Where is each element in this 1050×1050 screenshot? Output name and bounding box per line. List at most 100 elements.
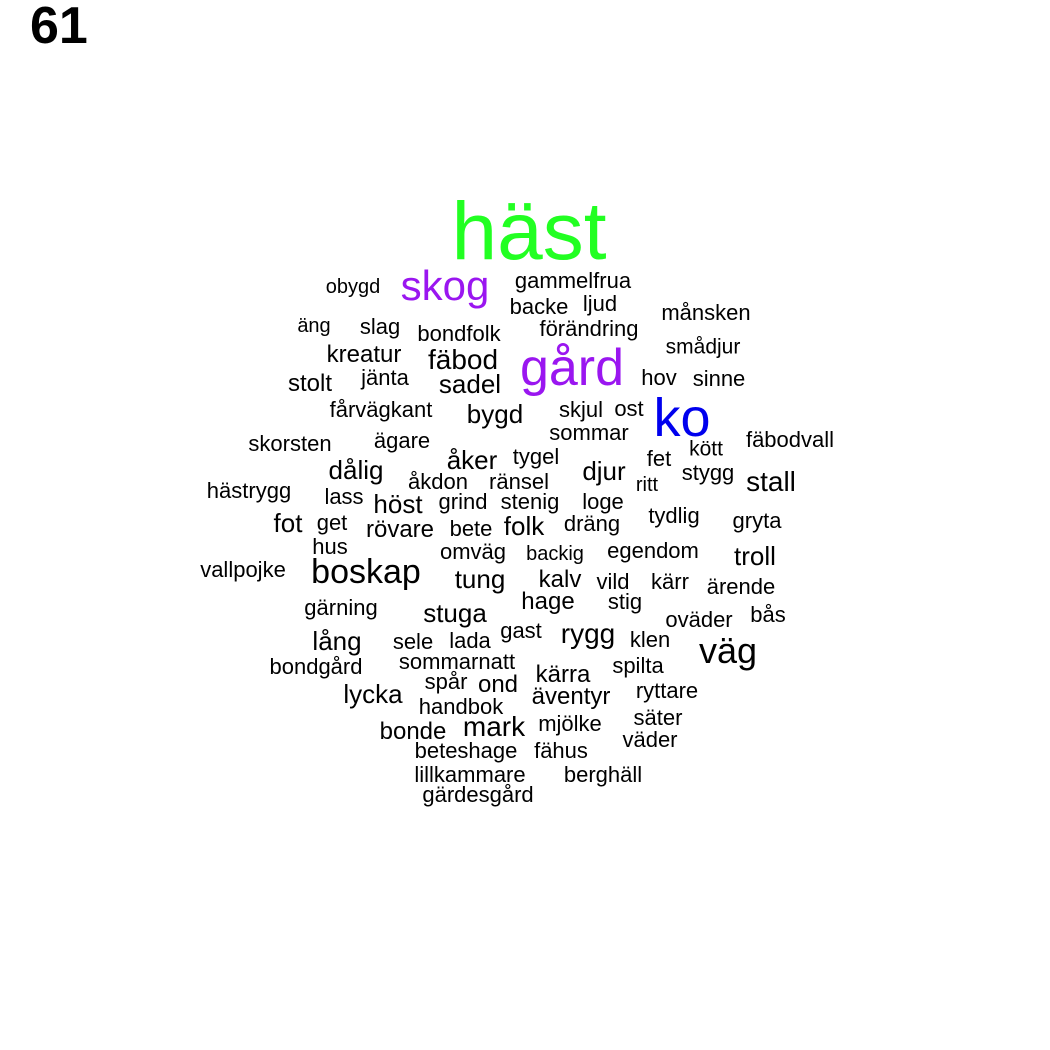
cloud-word: troll	[734, 541, 776, 571]
cloud-word: smådjur	[665, 335, 741, 359]
cloud-word: månsken	[661, 300, 751, 325]
cloud-word: mjölke	[538, 711, 602, 736]
cloud-word: fårvägkant	[329, 397, 433, 422]
cloud-word: dräng	[563, 511, 621, 536]
cloud-word: kärr	[651, 569, 689, 594]
cloud-word: tydlig	[648, 503, 700, 528]
cloud-word: väder	[622, 727, 678, 752]
cloud-word: lillkammare	[414, 762, 526, 787]
cloud-word: hov	[641, 365, 677, 390]
cloud-word: hage	[521, 588, 575, 615]
cloud-word: höst	[373, 489, 423, 519]
cloud-word: slag	[359, 314, 401, 339]
cloud-word: rövare	[365, 516, 435, 543]
cloud-word: stygg	[681, 460, 735, 485]
cloud-word: loge	[582, 489, 624, 514]
cloud-word: gast	[500, 618, 542, 643]
cloud-word: lada	[449, 628, 491, 653]
cloud-word: förändring	[539, 316, 639, 341]
cloud-word: oväder	[665, 607, 733, 632]
cloud-word: egendom	[607, 538, 699, 563]
cloud-word: gärning	[304, 595, 378, 620]
cloud-word: åkdon	[408, 469, 468, 494]
cloud-word: ost	[614, 396, 644, 421]
cloud-word: lycka	[343, 679, 403, 709]
cloud-word: sadel	[438, 369, 502, 399]
cloud-word: gärdesgård	[422, 782, 534, 807]
cloud-word: stall	[746, 466, 796, 497]
cloud-word: boskap	[311, 553, 421, 591]
cloud-word: obygd	[325, 276, 381, 298]
cloud-word: folk	[503, 511, 545, 541]
cloud-word: åker	[446, 445, 498, 475]
cloud-word: sele	[392, 629, 434, 654]
cloud-word: ritt	[635, 474, 659, 496]
cloud-word: ärende	[706, 574, 776, 599]
cloud-word: omväg	[439, 539, 507, 564]
cloud-word: tygel	[512, 444, 560, 469]
cloud-word: gård	[519, 339, 625, 397]
cloud-word: ryttare	[635, 678, 699, 703]
cloud-word: ond	[477, 671, 519, 698]
cloud-word: dålig	[328, 455, 384, 485]
cloud-word: gammelfrua	[514, 268, 632, 293]
cloud-word: skorsten	[248, 431, 332, 456]
cloud-word: fot	[273, 508, 303, 538]
cloud-word: vallpojke	[200, 557, 286, 582]
cloud-word: hästrygg	[206, 478, 292, 503]
cloud-word: mark	[462, 711, 526, 742]
cloud-word: grind	[438, 489, 488, 514]
cloud-word: skog	[400, 262, 490, 309]
cloud-word: bås	[750, 602, 786, 627]
cloud-word: ränsel	[489, 469, 549, 494]
cloud-word: häst	[451, 186, 607, 277]
cloud-word: fähus	[534, 738, 588, 763]
cloud-word: säter	[633, 705, 683, 730]
cloud-word: ko	[653, 388, 711, 448]
cloud-word: lass	[324, 484, 364, 509]
cloud-word: bondfolk	[417, 321, 501, 346]
cloud-word: jänta	[361, 365, 409, 390]
cloud-word: hus	[312, 534, 348, 559]
cloud-word: spilta	[612, 653, 664, 678]
cloud-word: äventyr	[531, 683, 611, 710]
cloud-word: stenig	[500, 489, 560, 514]
cloud-word: kärra	[535, 661, 591, 688]
cloud-word: fäbodvall	[745, 427, 835, 452]
cloud-word: djur	[582, 456, 626, 486]
cloud-word: kalv	[538, 566, 582, 593]
cloud-word: ljud	[582, 291, 618, 316]
cloud-word: gryta	[732, 508, 782, 533]
cloud-word: beteshage	[414, 738, 518, 763]
cloud-word: äng	[297, 315, 331, 337]
cloud-word: get	[316, 510, 348, 535]
cloud-word: bygd	[466, 399, 524, 429]
cloud-word: skjul	[558, 397, 604, 422]
cloud-word: tung	[454, 564, 506, 594]
cloud-word: lång	[312, 626, 362, 656]
cloud-word: väg	[698, 630, 758, 671]
cloud-word: backe	[509, 294, 569, 319]
cloud-word: backig	[526, 543, 584, 565]
cloud-word: berghäll	[563, 762, 643, 787]
cloud-word: rygg	[560, 618, 616, 649]
cloud-word: fet	[646, 446, 672, 471]
figure-number: 61	[30, 0, 88, 55]
cloud-word: sinne	[692, 366, 746, 391]
cloud-word: sommar	[549, 420, 629, 445]
cloud-word: vild	[596, 569, 630, 594]
cloud-word: stuga	[423, 598, 487, 628]
cloud-word: spår	[424, 669, 468, 694]
cloud-word: kött	[689, 437, 723, 461]
cloud-word: ägare	[373, 428, 431, 453]
cloud-word: sommarnatt	[398, 649, 516, 674]
cloud-word: klen	[629, 627, 671, 652]
cloud-word: handbok	[418, 694, 504, 719]
cloud-word: fäbod	[427, 344, 499, 375]
cloud-word: stig	[607, 589, 643, 614]
cloud-word: kreatur	[326, 341, 402, 368]
cloud-word: stolt	[287, 370, 333, 397]
cloud-word: bonde	[379, 718, 447, 745]
cloud-word: bete	[449, 516, 493, 541]
